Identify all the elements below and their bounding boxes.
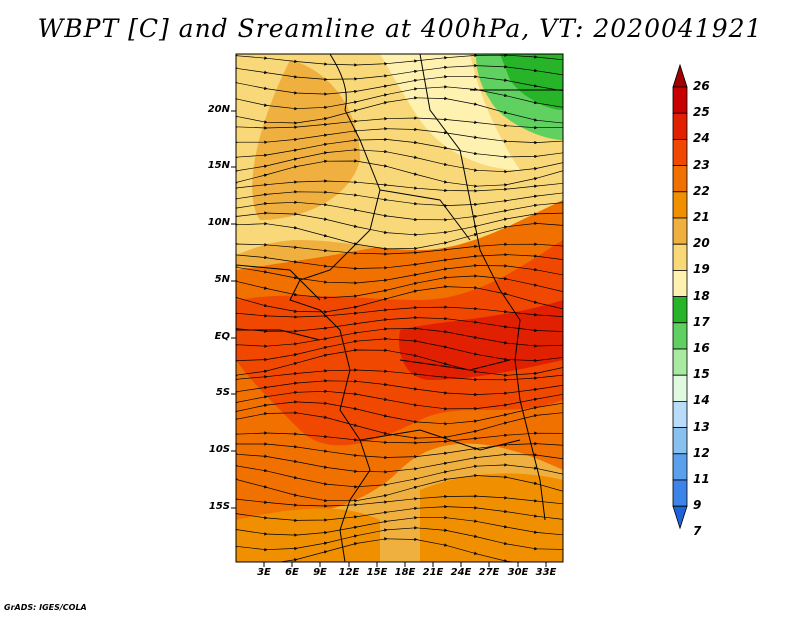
lon-tick-label: 9E	[313, 567, 327, 578]
lon-tick-label: 33E	[535, 567, 557, 578]
colorbar-swatch	[672, 348, 688, 376]
colorbar-label: 22	[693, 183, 710, 198]
colorbar-label: 24	[693, 131, 710, 146]
colorbar-top-arrow	[672, 63, 688, 88]
colorbar-label: 18	[693, 288, 710, 303]
streamline	[236, 179, 563, 193]
streamline	[236, 494, 563, 508]
colorbar-label: 14	[693, 393, 710, 408]
colorbar-swatch	[672, 86, 688, 114]
lat-tick-label: 10N	[207, 217, 230, 228]
colorbar-label: 15	[693, 367, 710, 382]
axis-ticks	[231, 110, 547, 567]
lat-tick-label: 5S	[215, 387, 230, 398]
colorbar-label: 26	[693, 79, 710, 93]
colorbar-swatch	[672, 138, 688, 166]
colorbar-swatch	[672, 243, 688, 271]
colorbar-label: 9	[693, 498, 702, 513]
colorbar-label: 17	[693, 314, 710, 329]
colorbar-label: 23	[693, 157, 710, 172]
map-frame	[235, 53, 564, 563]
lon-tick-label: 18E	[394, 567, 416, 578]
colorbar-bottom-arrow	[672, 505, 688, 530]
lat-tick-label: 5N	[214, 274, 230, 285]
colorbar-label: 25	[693, 105, 710, 120]
colorbar-label: 21	[693, 210, 710, 224]
lat-tick-label: 20N	[207, 104, 230, 115]
colorbar-swatch	[672, 374, 688, 402]
colorbar-swatch	[672, 322, 688, 350]
colorbar-swatch	[672, 191, 688, 219]
lat-tick-label: 10S	[208, 444, 230, 455]
map-title: WBPT [C] and Sreamline at 400hPa, VT: 20…	[37, 14, 763, 43]
lon-tick-label: 30E	[507, 567, 529, 578]
colorbar	[672, 63, 688, 530]
colorbar-swatch	[672, 479, 688, 507]
lat-tick-label: 15S	[208, 501, 230, 512]
colorbar-label: 20	[693, 236, 710, 251]
lat-tick-label: 15N	[207, 160, 230, 171]
streamline	[236, 537, 563, 562]
colorbar-swatch	[672, 165, 688, 193]
streamline	[236, 54, 563, 67]
colorbar-swatch	[672, 453, 688, 481]
lon-tick-label: 12E	[338, 567, 360, 578]
lon-tick-label: 15E	[366, 567, 388, 578]
wbpt-shading	[236, 54, 563, 562]
colorbar-label: 13	[693, 419, 710, 434]
colorbar-label: 19	[693, 262, 710, 277]
lon-tick-label: 24E	[450, 567, 472, 578]
lon-tick-label: 21E	[422, 567, 444, 578]
colorbar-swatch	[672, 427, 688, 455]
colorbar-label: 11	[693, 472, 710, 486]
lon-tick-label: 6E	[285, 567, 299, 578]
colorbar-swatch	[672, 112, 688, 140]
colorbar-label: 16	[693, 341, 710, 355]
streamlines	[236, 54, 563, 562]
colorbar-swatch	[672, 296, 688, 324]
lat-tick-label: EQ	[214, 331, 230, 342]
colorbar-label: 12	[693, 445, 710, 460]
coastlines-borders	[236, 54, 563, 562]
lon-tick-label: 3E	[257, 567, 271, 578]
colorbar-swatch	[672, 269, 688, 297]
colorbar-label: 7	[693, 524, 702, 539]
grads-credit: GrADS: IGES/COLA	[4, 603, 87, 612]
colorbar-swatch	[672, 400, 688, 428]
colorbar-swatch	[672, 217, 688, 245]
lon-tick-label: 27E	[478, 567, 500, 578]
